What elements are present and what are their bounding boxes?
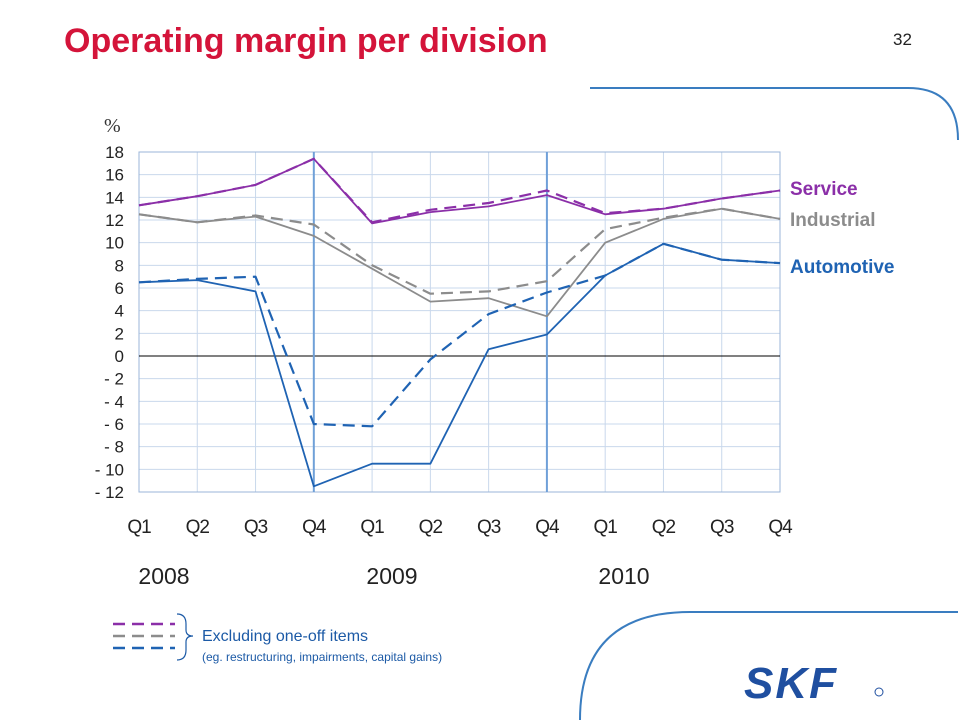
x-tick-label: Q1 xyxy=(360,517,384,538)
y-tick-label: - 4 xyxy=(104,392,124,411)
skf-logo-text: SKF xyxy=(744,662,838,706)
legend-industrial: Industrial xyxy=(790,210,876,231)
y-axis-unit: % xyxy=(104,115,121,137)
series-automotive-solid xyxy=(138,242,781,488)
axis-labels: 18 16 14 12 10 8 6 4 2 0 - 2 - 4 - 6 - 8 - 10 - 12% Q1 Q2… xyxy=(95,115,794,589)
grid xyxy=(138,151,781,493)
x-tick-label: Q1 xyxy=(594,517,618,538)
y-tick-label: 10 xyxy=(105,234,124,253)
y-tick-label: 14 xyxy=(105,188,124,207)
year-label: 2010 xyxy=(598,563,649,589)
y-tick-label: - 8 xyxy=(104,438,124,457)
y-tick-label: 0 xyxy=(115,347,124,366)
slide-title: Operating margin per division xyxy=(64,22,548,60)
x-tick-label: Q4 xyxy=(768,517,793,538)
y-tick-label: - 6 xyxy=(104,415,124,434)
dashed-key xyxy=(113,613,194,661)
legend-automotive: Automotive xyxy=(790,257,895,278)
plot-frame xyxy=(138,151,781,493)
year-label: 2009 xyxy=(366,563,417,589)
y-tick-label: - 2 xyxy=(104,370,124,389)
x-tick-label: Q2 xyxy=(652,517,676,538)
series-service-solid xyxy=(138,157,781,225)
series-service-dashed xyxy=(138,157,781,224)
series-industrial-dashed xyxy=(138,207,781,295)
x-tick-label: Q2 xyxy=(186,517,210,538)
brace xyxy=(176,613,194,661)
legend: Service Industrial Automotive xyxy=(790,179,895,278)
x-tick-label: Q1 xyxy=(127,517,151,538)
note-examples: (eg. restructuring, impairments, capital… xyxy=(202,650,443,664)
decorative-arc-top xyxy=(590,87,959,141)
y-tick-label: 2 xyxy=(115,324,124,343)
y-tick-label: 8 xyxy=(115,256,124,275)
y-tick-label: - 10 xyxy=(95,460,124,479)
page-number: 32 xyxy=(893,30,912,49)
axes xyxy=(138,151,781,493)
note-excluding-one-off: Excluding one-off items xyxy=(202,628,369,645)
x-tick-label: Q2 xyxy=(419,517,443,538)
y-tick-label: 12 xyxy=(105,211,124,230)
x-tick-label: Q3 xyxy=(710,517,734,538)
registered-icon xyxy=(874,687,884,697)
y-tick-label: 6 xyxy=(115,279,124,298)
x-tick-label: Q4 xyxy=(535,517,560,538)
series xyxy=(138,157,781,488)
year-label: 2008 xyxy=(138,563,189,589)
decorative-arc-bottom xyxy=(579,611,958,720)
y-tick-label: - 12 xyxy=(95,483,124,502)
series-industrial-solid xyxy=(138,207,781,318)
y-tick-label: 18 xyxy=(105,143,124,162)
y-tick-label: 16 xyxy=(105,166,124,185)
x-tick-label: Q3 xyxy=(477,517,501,538)
x-tick-label: Q3 xyxy=(244,517,268,538)
skf-logo: SKF xyxy=(744,662,884,706)
x-tick-label: Q4 xyxy=(302,517,327,538)
legend-service: Service xyxy=(790,179,858,200)
y-tick-label: 4 xyxy=(115,302,124,321)
series-automotive-dashed xyxy=(138,242,781,428)
